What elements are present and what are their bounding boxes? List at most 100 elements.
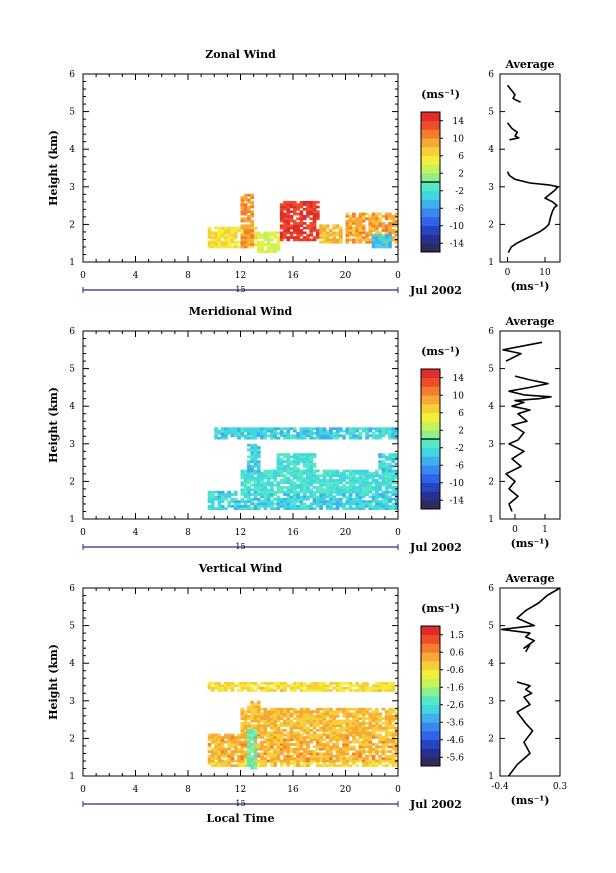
heatmap-cell: [371, 724, 376, 728]
heatmap-cell: [266, 233, 271, 237]
heatmap-cell: [391, 224, 396, 228]
heatmap-cell: [345, 474, 350, 478]
heatmap-cell: [243, 682, 248, 685]
heatmap-cell: [345, 432, 350, 435]
heatmap-cell: [263, 472, 268, 475]
heatmap-cell: [375, 229, 379, 232]
heatmap-cell: [345, 229, 350, 232]
heatmap-cell: [224, 236, 228, 239]
heatmap-cell: [365, 712, 369, 716]
heatmap-cell: [263, 761, 268, 765]
heatmap-cell: [315, 689, 320, 692]
heatmap-cell: [250, 196, 255, 199]
heatmap-cell: [381, 497, 386, 501]
heatmap-cell: [247, 236, 251, 239]
heatmap-cell: [217, 682, 222, 685]
heatmap-cell: [384, 488, 389, 492]
heatmap-cell: [302, 427, 307, 431]
heatmap-cell: [306, 457, 310, 461]
heatmap-cell: [384, 507, 389, 510]
heatmap-cell: [332, 710, 337, 713]
heatmap-cell: [266, 733, 271, 737]
heatmap-cell: [210, 497, 215, 501]
heatmap-cell: [378, 434, 382, 438]
heatmap-cell: [315, 479, 320, 482]
heatmap-cell: [309, 719, 314, 723]
heatmap-cell: [253, 507, 258, 510]
heatmap-cell: [361, 238, 366, 242]
heatmap-cell: [253, 729, 258, 732]
heatmap-cell: [348, 689, 353, 692]
heatmap-cell: [299, 500, 304, 503]
heatmap-cell: [247, 686, 251, 690]
heatmap-cell: [270, 238, 274, 242]
heatmap-cell: [263, 733, 268, 737]
colorbar-segment: [421, 173, 440, 183]
heatmap-cell: [230, 432, 235, 435]
heatmap-cell: [279, 759, 284, 763]
heatmap-cell: [348, 229, 353, 232]
heatmap-cell: [338, 757, 343, 760]
heatmap-cell: [237, 682, 241, 685]
heatmap-cell: [260, 682, 264, 685]
heatmap-cell: [256, 233, 261, 237]
heatmap-cell: [312, 205, 317, 209]
heatmap-cell: [352, 754, 356, 758]
heatmap-cell: [253, 450, 258, 454]
heatmap-cell: [296, 472, 300, 475]
heatmap-cell: [227, 229, 232, 232]
heatmap-cell: [293, 476, 297, 480]
heatmap-cell: [233, 502, 238, 506]
heatmap-cell: [296, 719, 300, 723]
heatmap-cell: [256, 488, 261, 492]
heatmap-cell: [348, 474, 353, 478]
heatmap-cell: [243, 736, 248, 739]
heatmap-cell: [319, 759, 323, 763]
heatmap-cell: [361, 714, 366, 718]
heatmap-cell: [240, 743, 245, 746]
heatmap-cell: [243, 245, 248, 249]
heatmap-cell: [322, 238, 327, 242]
heatmap-cell: [256, 759, 261, 763]
heatmap-cell: [391, 689, 396, 692]
heatmap-cell: [299, 222, 304, 225]
heatmap-cell: [352, 752, 356, 756]
heatmap-cell: [319, 729, 323, 732]
heatmap-cell: [247, 738, 251, 742]
heatmap-cell: [243, 483, 248, 487]
heatmap-cell: [293, 738, 297, 742]
heatmap-cell: [286, 200, 291, 204]
heatmap-cell: [309, 757, 314, 760]
heatmap-cell: [296, 495, 300, 499]
heatmap-cell: [368, 476, 373, 480]
heatmap-cell: [256, 714, 261, 718]
heatmap-cell: [286, 476, 291, 480]
heatmap-cell: [365, 733, 369, 737]
heatmap-cell: [332, 719, 337, 723]
heatmap-cell: [391, 436, 396, 440]
heatmap-cell: [371, 736, 376, 739]
heatmap-cell: [283, 436, 287, 440]
heatmap-cell: [260, 743, 264, 746]
heatmap-cell: [247, 205, 251, 209]
heatmap-cell: [260, 504, 264, 508]
heatmap-cell: [250, 703, 255, 706]
heatmap-cell: [302, 488, 307, 492]
heatmap-cell: [355, 504, 360, 508]
heatmap-cell: [394, 434, 399, 438]
heatmap-cell: [381, 243, 386, 246]
heatmap-cell: [230, 689, 235, 692]
heatmap-cell: [210, 759, 215, 763]
heatmap-cell: [266, 434, 271, 438]
heatmap-cell: [381, 504, 386, 508]
heatmap-cell: [224, 764, 228, 767]
heatmap-cell: [365, 745, 369, 749]
heatmap-cell: [266, 493, 271, 496]
heatmap-cell: [322, 483, 327, 487]
heatmap-cell: [250, 745, 255, 749]
heatmap-cell: [371, 224, 376, 228]
heatmap-cell: [352, 745, 356, 749]
heatmap-cell: [381, 682, 386, 685]
heatmap-cell: [256, 500, 261, 503]
heatmap-cell: [250, 245, 255, 249]
